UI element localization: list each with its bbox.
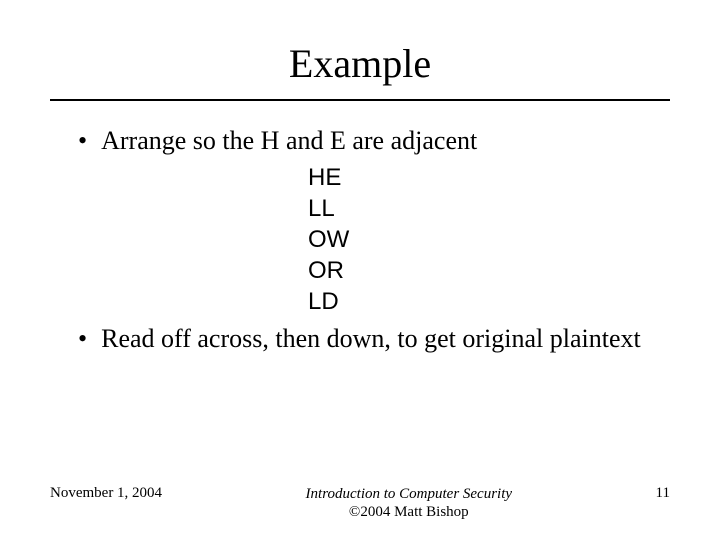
slide-footer: November 1, 2004 Introduction to Compute… [50, 485, 670, 523]
slide-title: Example [50, 40, 670, 87]
bullet-text: Read off across, then down, to get origi… [101, 323, 641, 356]
footer-date: November 1, 2004 [50, 485, 162, 502]
bullet-item-1: • Arrange so the H and E are adjacent [78, 125, 670, 158]
bullet-text: Arrange so the H and E are adjacent [101, 125, 477, 158]
footer-page-number: 11 [656, 485, 670, 502]
code-line: OW [308, 224, 670, 255]
code-line: LD [308, 286, 670, 317]
code-line: LL [308, 193, 670, 224]
title-underline [50, 99, 670, 101]
bullet-item-2: • Read off across, then down, to get ori… [78, 323, 670, 356]
code-block: HE LL OW OR LD [308, 162, 670, 318]
footer-copyright: ©2004 Matt Bishop [306, 503, 513, 522]
footer-center: Introduction to Computer Security ©2004 … [306, 485, 513, 523]
footer-course-title: Introduction to Computer Security [306, 485, 513, 504]
bullet-marker: • [78, 323, 87, 354]
code-line: OR [308, 255, 670, 286]
bullet-marker: • [78, 125, 87, 156]
code-line: HE [308, 162, 670, 193]
